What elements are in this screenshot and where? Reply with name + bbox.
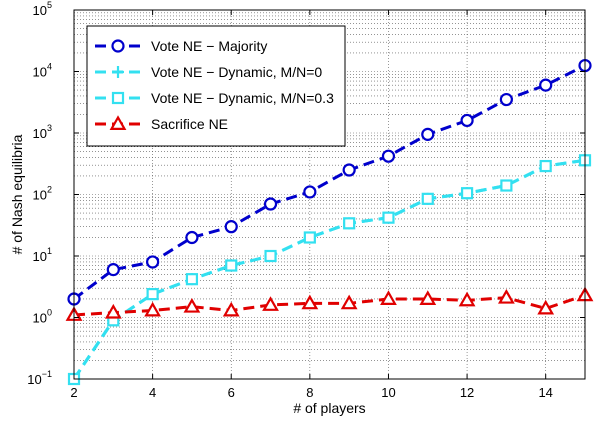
legend-swatch-marker <box>111 39 125 53</box>
legend-label: Vote NE − Majority <box>151 38 267 54</box>
legend-swatch-marker <box>111 91 125 105</box>
series-line <box>73 293 586 317</box>
legend-item: Vote NE − Dynamic, M/N=0 <box>95 64 322 80</box>
data-point <box>303 185 317 199</box>
y-tick-exponent: 4 <box>47 62 52 72</box>
x-tick-label: 10 <box>381 385 395 400</box>
data-point <box>146 255 160 269</box>
data-point <box>500 179 513 192</box>
data-point <box>421 127 435 141</box>
data-point <box>539 159 552 173</box>
legend-swatch-marker <box>112 66 124 78</box>
series-3 <box>65 286 594 321</box>
data-point <box>381 149 396 163</box>
y-tick-exponent: 0 <box>47 308 52 318</box>
y-tick-base: 10 <box>33 311 47 326</box>
y-tick-base: 10 <box>33 188 47 203</box>
y-tick-base: 10 <box>33 3 47 18</box>
data-point <box>301 294 319 310</box>
data-point <box>458 291 476 307</box>
data-point <box>499 92 513 107</box>
x-tick-label: 14 <box>538 385 552 400</box>
legend-item: Vote NE − Majority <box>95 38 267 54</box>
data-point <box>185 273 199 286</box>
legend: Vote NE − Majority Vote NE − Dynamic, M/N… <box>86 25 346 147</box>
data-point <box>224 220 238 234</box>
y-tick-base: 10 <box>33 126 47 141</box>
legend-label: Vote NE − Dynamic, M/N=0.3 <box>151 90 334 106</box>
y-tick-label: 103 <box>33 123 52 141</box>
data-point <box>380 290 397 305</box>
y-tick-exponent: 2 <box>47 185 52 195</box>
data-point <box>222 301 240 317</box>
legend-label: Sacrifice NE <box>151 116 228 132</box>
series-0 <box>67 58 592 306</box>
data-point <box>421 192 434 205</box>
data-point <box>104 303 122 319</box>
data-point <box>146 288 159 301</box>
data-point <box>225 259 238 272</box>
data-point <box>106 263 120 277</box>
data-point <box>183 297 201 313</box>
data-point <box>382 211 395 224</box>
data-point <box>460 187 474 200</box>
data-point <box>264 249 277 263</box>
legend-label: Vote NE − Dynamic, M/N=0 <box>151 64 322 80</box>
data-point <box>303 231 316 244</box>
x-tick-label: 4 <box>149 385 156 400</box>
x-axis-label: # of players <box>293 400 365 416</box>
x-tick-label: 8 <box>306 385 313 400</box>
data-point <box>343 217 356 230</box>
data-point <box>263 197 278 211</box>
data-point <box>539 78 553 92</box>
data-point <box>342 163 356 177</box>
data-point <box>340 294 358 310</box>
y-tick-label: 102 <box>33 185 52 203</box>
legend-item: Sacrifice NE <box>95 115 228 132</box>
x-tick-label: 2 <box>70 385 77 400</box>
legend-swatch-marker <box>109 115 127 130</box>
x-tick-label: 12 <box>460 385 474 400</box>
y-tick-exponent: 1 <box>47 246 52 256</box>
y-tick-exponent: −1 <box>42 369 52 379</box>
data-point <box>419 290 437 305</box>
data-point <box>185 230 199 245</box>
data-point <box>537 299 555 315</box>
y-tick-label: 100 <box>33 308 52 326</box>
legend-item: Vote NE − Dynamic, M/N=0.3 <box>95 90 334 106</box>
data-point <box>497 288 515 304</box>
y-tick-exponent: 5 <box>47 0 52 10</box>
y-tick-label: 10−1 <box>27 369 52 387</box>
y-tick-base: 10 <box>33 249 47 264</box>
data-point <box>144 301 162 317</box>
y-tick-base: 10 <box>33 65 47 80</box>
y-tick-label: 101 <box>33 246 52 264</box>
data-point <box>460 113 474 128</box>
x-tick-label: 6 <box>228 385 235 400</box>
y-tick-label: 104 <box>33 62 52 80</box>
y-tick-exponent: 3 <box>47 123 52 133</box>
series-line <box>72 158 586 380</box>
y-tick-label: 105 <box>33 0 52 18</box>
data-point <box>262 296 279 311</box>
y-axis-label: # of Nash equilibria <box>9 134 25 254</box>
y-tick-base: 10 <box>27 372 41 387</box>
